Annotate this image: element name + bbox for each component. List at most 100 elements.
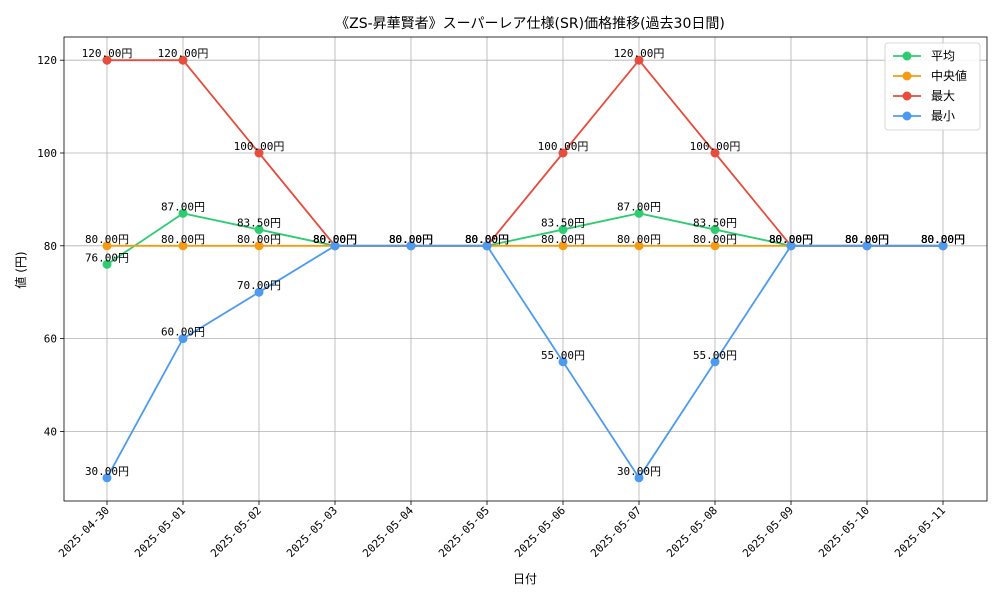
data-label: 80.00円: [389, 233, 433, 246]
data-point: [710, 357, 720, 367]
data-label: 80.00円: [921, 233, 965, 246]
data-label: 80.00円: [769, 233, 813, 246]
legend-item: 最大: [893, 89, 955, 103]
data-point: [406, 241, 416, 251]
data-point: [558, 241, 568, 251]
x-tick-label: 2025-05-08: [664, 504, 720, 560]
data-label: 120.00円: [614, 47, 665, 60]
data-label: 80.00円: [769, 233, 813, 246]
data-label: 100.00円: [690, 140, 741, 153]
data-label: 80.00円: [845, 233, 889, 246]
data-label: 80.00円: [541, 233, 585, 246]
grid-layer: [64, 37, 987, 501]
series-line: [106, 244, 943, 480]
data-label: 83.50円: [541, 217, 585, 230]
data-point: [254, 148, 264, 158]
data-label: 80.00円: [693, 233, 737, 246]
data-point: [634, 241, 644, 251]
data-label: 100.00円: [538, 140, 589, 153]
x-tick-label: 2025-04-30: [56, 504, 112, 560]
data-label: 120.00円: [82, 47, 133, 60]
data-point: [254, 241, 264, 251]
legend-marker: [902, 71, 912, 81]
data-point: [862, 241, 872, 251]
x-tick-label: 2025-05-03: [284, 504, 340, 560]
data-label: 70.00円: [237, 279, 281, 292]
data-point: [254, 225, 264, 235]
legend-marker: [902, 111, 912, 121]
data-label-layer: 76.00円 87.00円 83.50円 80.00円 80.00円 80.00円 83.5…: [82, 47, 965, 478]
axis-layer: 2025-04-30 2025-05-01 2025-05-02 2025-05-03…: [37, 36, 988, 560]
data-point: [178, 208, 188, 218]
x-tick-label: 2025-05-02: [208, 504, 264, 560]
data-point: [178, 55, 188, 65]
data-label: 80.00円: [465, 233, 509, 246]
data-point: [102, 473, 112, 483]
plot-frame: [63, 36, 988, 502]
data-label: 83.50円: [693, 217, 737, 230]
data-label: 80.00円: [769, 233, 813, 246]
data-point: [710, 148, 720, 158]
legend-label: 中央値: [931, 68, 967, 83]
data-label: 80.00円: [845, 233, 889, 246]
x-tick-label: 2025-05-05: [436, 504, 492, 560]
legend-box: [884, 42, 981, 131]
data-point: [482, 241, 492, 251]
chart-title: 《ZS-昇華賢者》スーパーレア仕様(SR)価格推移(過去30日間): [335, 16, 725, 32]
data-label: 55.00円: [693, 349, 737, 362]
x-tick-label: 2025-05-07: [588, 504, 644, 560]
data-point: [102, 55, 112, 65]
data-point: [786, 241, 796, 251]
data-point: [330, 241, 340, 251]
y-axis-title: 値 (円): [13, 251, 28, 288]
data-label: 60.00円: [161, 326, 205, 339]
data-point: [558, 357, 568, 367]
data-point: [710, 225, 720, 235]
legend-marker: [902, 91, 912, 101]
data-label: 80.00円: [389, 233, 433, 246]
data-label: 80.00円: [921, 233, 965, 246]
y-tick-label: 80: [44, 240, 57, 253]
data-label: 80.00円: [161, 233, 205, 246]
y-tick-label: 60: [44, 333, 57, 346]
data-label: 80.00円: [921, 233, 965, 246]
data-point: [710, 241, 720, 251]
data-label: 80.00円: [465, 233, 509, 246]
data-point: [178, 334, 188, 344]
data-label: 80.00円: [313, 233, 357, 246]
data-label: 80.00円: [313, 233, 357, 246]
data-label: 55.00円: [541, 349, 585, 362]
data-label: 80.00円: [845, 233, 889, 246]
y-tick-label: 40: [44, 425, 57, 438]
data-point: [938, 241, 948, 251]
data-point: [634, 55, 644, 65]
y-tick-label: 100: [37, 147, 57, 160]
data-point: [102, 259, 112, 269]
data-label: 30.00円: [617, 465, 661, 478]
data-label: 80.00円: [237, 233, 281, 246]
data-label: 80.00円: [85, 233, 129, 246]
data-label: 80.00円: [617, 233, 661, 246]
legend-label: 最大: [931, 89, 955, 103]
data-label: 80.00円: [465, 233, 509, 246]
data-label: 83.50円: [237, 217, 281, 230]
x-tick-label: 2025-05-09: [740, 504, 796, 560]
series-4: [102, 241, 948, 483]
data-point: [634, 208, 644, 218]
data-label: 30.00円: [85, 465, 129, 478]
x-tick-label: 2025-05-06: [512, 504, 568, 560]
data-label: 80.00円: [389, 233, 433, 246]
x-tick-label: 2025-05-04: [360, 504, 416, 560]
legend-label: 平均: [931, 49, 955, 63]
data-label: 80.00円: [921, 233, 965, 246]
data-point: [558, 225, 568, 235]
data-label: 80.00円: [389, 233, 433, 246]
x-tick-label: 2025-05-10: [816, 504, 872, 560]
data-point: [254, 287, 264, 297]
data-label: 76.00円: [85, 251, 129, 264]
data-label: 87.00円: [161, 200, 205, 213]
data-label: 80.00円: [845, 233, 889, 246]
